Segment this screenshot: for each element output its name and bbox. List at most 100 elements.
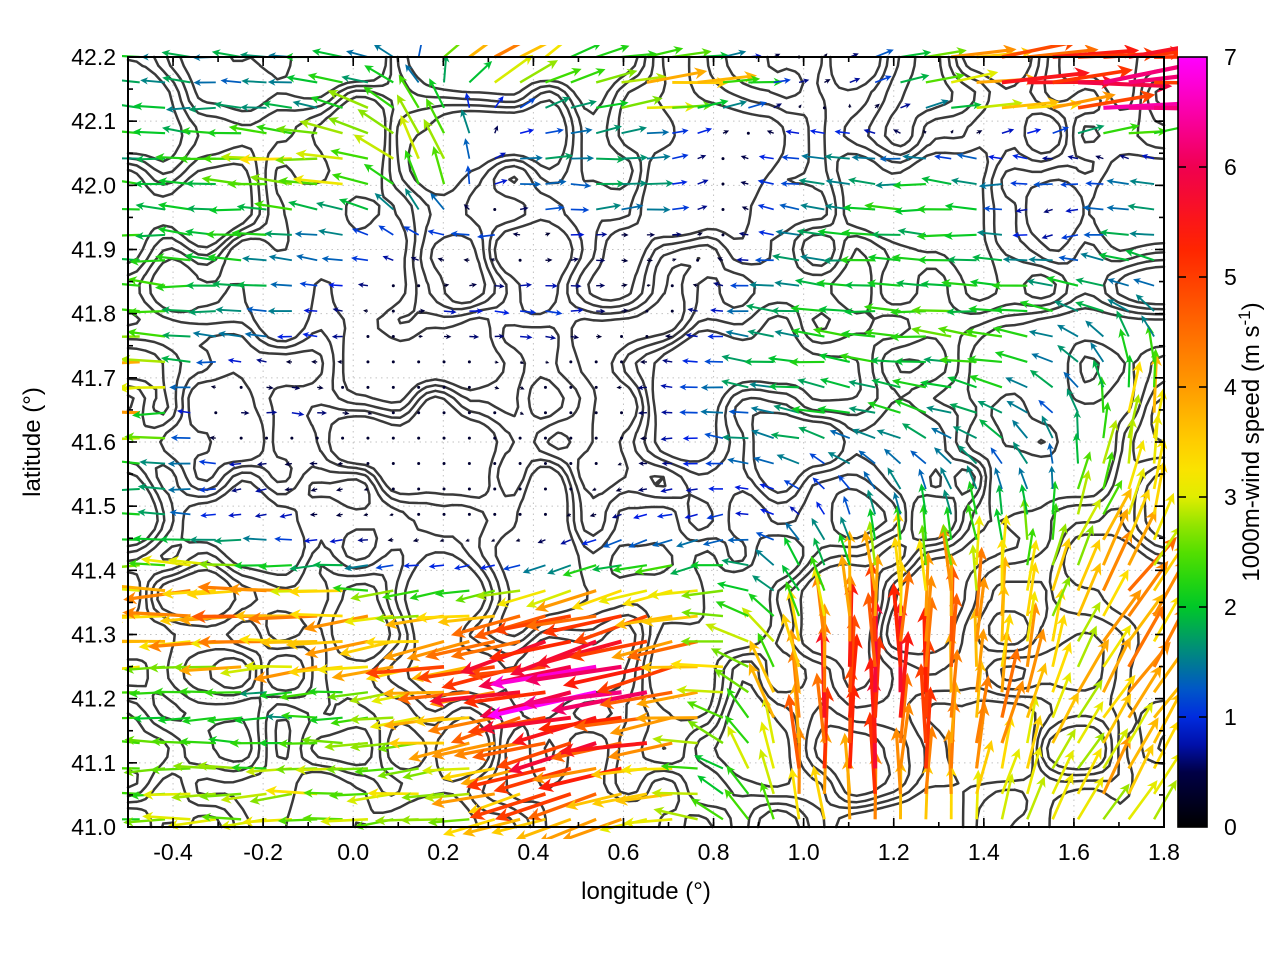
wind-arrow-head <box>259 690 269 700</box>
wind-arrow-head <box>785 522 793 531</box>
wind-arrow-head <box>1057 324 1066 332</box>
wind-arrow-head <box>562 675 580 690</box>
wind-arrow-shaft <box>1076 529 1093 566</box>
wind-arrow-shaft <box>1075 437 1080 464</box>
wind-arrow-head <box>332 584 342 593</box>
wind-arrow-shaft <box>521 817 572 839</box>
wind-arrow-shaft <box>580 614 648 642</box>
wind-arrow-shaft <box>898 638 910 718</box>
wind-arrow-head <box>198 486 206 493</box>
wind-arrow-head <box>1131 394 1142 406</box>
wind-arrow-shaft <box>506 564 521 570</box>
wind-arrow-head <box>1170 754 1178 762</box>
wind-arrow-head <box>185 228 195 237</box>
wind-dot <box>620 411 624 415</box>
wind-arrow-head <box>883 448 892 457</box>
wind-arrow-head <box>660 383 667 390</box>
wind-arrow-head <box>537 538 544 544</box>
wind-arrow-head <box>288 200 298 208</box>
wind-arrow-head <box>280 711 291 721</box>
wind-arrow-shaft <box>292 639 343 646</box>
wind-arrow-head <box>1083 231 1091 239</box>
wind-dot <box>543 487 547 491</box>
wind-arrow-shaft <box>162 716 191 722</box>
wind-arrow-head <box>124 432 135 442</box>
x-tick-label: -0.4 <box>153 839 193 865</box>
wind-arrow-shaft <box>802 179 825 185</box>
x-tick-label: 0.6 <box>607 839 639 865</box>
wind-arrow-shaft <box>122 436 140 441</box>
wind-arrow-shaft <box>1154 80 1178 85</box>
wind-arrow-shaft <box>386 589 419 598</box>
wind-arrow-shaft <box>1127 514 1155 566</box>
wind-arrow-head <box>571 68 582 77</box>
wind-arrow-head <box>463 257 469 263</box>
wind-arrow-shaft <box>941 532 953 591</box>
wind-arrow-head <box>725 329 734 337</box>
wind-arrow-head <box>1034 628 1047 643</box>
wind-arrow-head <box>341 74 350 83</box>
wind-arrow-shaft <box>1102 732 1127 770</box>
wind-arrow-shaft <box>1102 254 1129 262</box>
wind-arrow-head <box>560 539 567 545</box>
wind-arrow-shaft <box>434 716 496 732</box>
wind-arrow-head <box>267 307 276 315</box>
wind-arrow-shaft <box>1062 257 1079 262</box>
wind-arrow-shaft <box>429 792 470 800</box>
wind-arrow-head <box>796 228 806 236</box>
wind-arrow-head <box>781 154 789 161</box>
wind-arrow-head <box>208 206 218 215</box>
wind-arrow-head <box>135 232 144 240</box>
wind-arrow-head <box>382 687 396 700</box>
wind-arrow-shaft <box>975 666 983 718</box>
wind-arrow-head <box>768 382 778 391</box>
wind-arrow-shaft <box>728 768 750 795</box>
wind-arrow-head <box>1054 300 1063 308</box>
wind-arrow-head <box>844 281 853 290</box>
wind-arrow-shaft <box>951 377 977 389</box>
wind-arrow-shaft <box>751 645 776 693</box>
wind-arrow-shaft <box>218 538 242 542</box>
wind-arrow-shaft <box>960 154 977 160</box>
wind-arrow-shaft <box>310 614 369 630</box>
wind-arrow-head <box>1000 514 1011 526</box>
wind-arrow-shaft <box>432 564 445 568</box>
wind-arrow-head <box>147 639 162 653</box>
wind-arrow-head <box>178 613 192 626</box>
wind-arrow-head <box>269 586 281 597</box>
wind-arrow-head <box>534 654 551 669</box>
wind-arrow-head <box>918 483 927 493</box>
wind-arrow-head <box>332 307 339 313</box>
wind-arrow-head <box>1124 674 1136 688</box>
wind-arrow-head <box>1118 728 1128 740</box>
wind-arrow-shaft <box>778 331 800 338</box>
wind-arrow-head <box>200 512 208 519</box>
wind-dot <box>493 411 497 415</box>
wind-dot <box>391 487 395 491</box>
wind-arrow-shaft <box>543 817 597 839</box>
wind-dot <box>493 487 497 491</box>
wind-arrow-head <box>704 358 712 365</box>
wind-arrow-shaft <box>1152 569 1178 617</box>
wind-arrow-head <box>527 128 535 135</box>
wind-arrow-shaft <box>1138 296 1155 312</box>
wind-arrow-head <box>638 460 644 467</box>
wind-arrow-head <box>551 701 568 716</box>
wind-arrow-shaft <box>1051 543 1069 592</box>
wind-arrow-head <box>682 460 690 467</box>
wind-arrow-head <box>728 408 736 416</box>
wind-arrow-head <box>247 612 262 625</box>
wind-arrow-head <box>1095 124 1105 132</box>
wind-arrow-shaft <box>258 203 293 211</box>
wind-arrow-head <box>92 583 103 593</box>
wind-arrow-shaft <box>1021 488 1029 515</box>
wind-arrow-head <box>234 715 244 725</box>
wind-arrow-shaft <box>231 359 242 363</box>
wind-arrow-head <box>636 696 650 708</box>
wind-arrow-shaft <box>751 331 774 338</box>
wind-arrow-shaft <box>136 411 166 417</box>
wind-arrow-head <box>208 735 218 745</box>
wind-arrow-shaft <box>246 257 267 262</box>
wind-arrow-head <box>1036 776 1046 788</box>
wind-arrow-head <box>473 334 480 340</box>
